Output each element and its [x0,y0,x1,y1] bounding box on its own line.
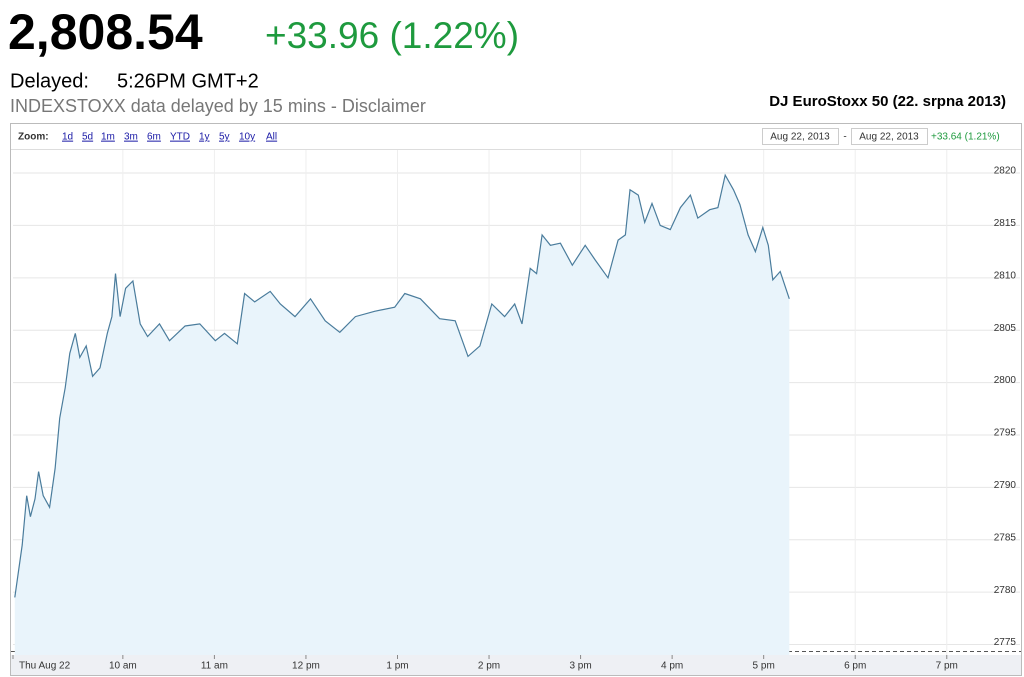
x-tick-label: 3 pm [569,661,591,672]
zoom-option[interactable]: All [266,132,277,143]
y-tick-label: 2815 [994,218,1017,229]
y-tick-label: 2795 [994,428,1017,439]
delayed-time: 5:26PM GMT+2 [117,70,259,92]
zoom-option[interactable]: 3m [124,132,138,143]
price: 2,808.54 [8,4,203,60]
range-separator: - [843,132,846,143]
area-fill [14,175,790,655]
zoom-label: Zoom: [18,132,49,143]
y-tick-label: 2805 [994,323,1017,334]
range-to[interactable]: Aug 22, 2013 [859,132,919,143]
zoom-option[interactable]: 5y [219,132,230,143]
zoom-option[interactable]: 5d [82,132,93,143]
x-tick-label: 5 pm [753,661,775,672]
x-tick-label: 1 pm [386,661,408,672]
y-tick-label: 2820 [994,166,1017,177]
price-change: +33.96 (1.22%) [265,15,519,56]
delay-note: INDEXSTOXX data delayed by 15 mins - Dis… [10,96,426,116]
y-tick-label: 2775 [994,637,1017,648]
y-tick-label: 2785 [994,532,1017,543]
zoom-option[interactable]: 1d [62,132,73,143]
range-box [762,128,839,145]
x-tick-label: 2 pm [478,661,500,672]
delayed-label: Delayed: [10,70,89,92]
y-tick-label: 2790 [994,480,1017,491]
range-box [851,128,928,145]
x-tick-label: 10 am [109,661,137,672]
zoom-option[interactable]: 1m [101,132,115,143]
zoom-option[interactable]: 1y [199,132,210,143]
x-tick-label: Thu Aug 22 [19,661,71,672]
zoom-option[interactable]: 6m [147,132,161,143]
chart-title: DJ EuroStoxx 50 (22. srpna 2013) [769,93,1006,110]
x-tick-label: 6 pm [844,661,866,672]
y-tick-label: 2810 [994,270,1017,281]
x-tick-label: 7 pm [936,661,958,672]
x-axis-band [11,655,1021,675]
price-line [14,173,790,598]
range-change: +33.64 (1.21%) [931,132,1000,143]
y-tick-label: 2780 [994,585,1017,596]
x-tick-label: 4 pm [661,661,683,672]
y-tick-label: 2800 [994,375,1017,386]
x-tick-label: 12 pm [292,661,320,672]
x-tick-label: 11 am [201,661,228,672]
zoom-option[interactable]: 10y [239,132,255,143]
range-from[interactable]: Aug 22, 2013 [770,132,830,143]
zoom-option[interactable]: YTD [170,132,190,143]
